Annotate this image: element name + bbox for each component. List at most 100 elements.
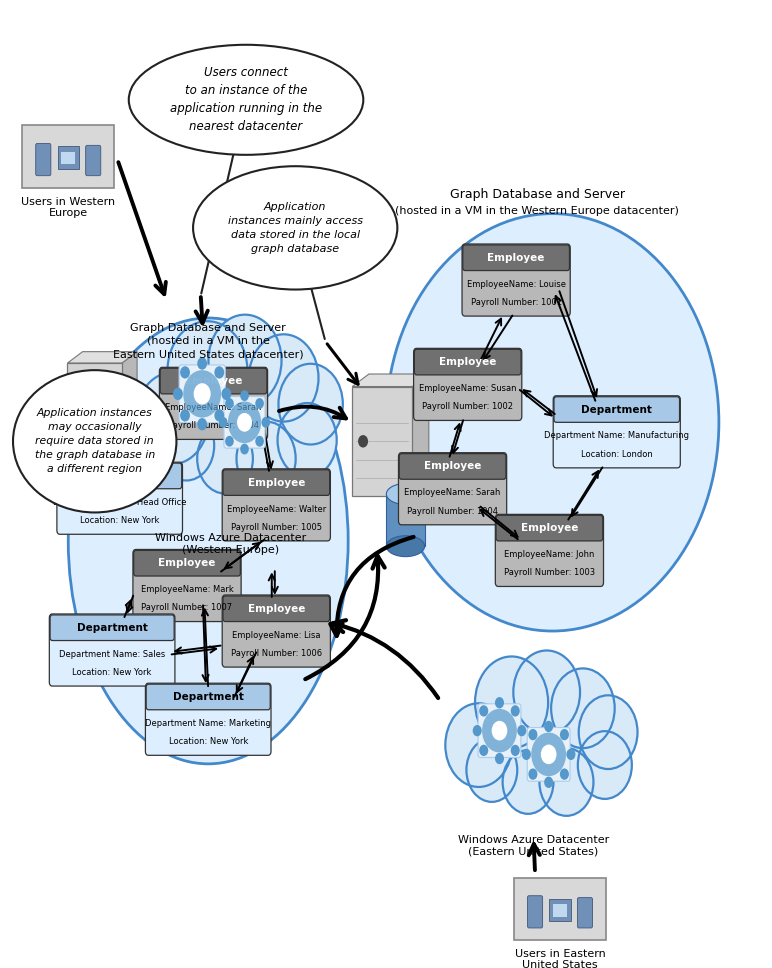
Circle shape [511, 706, 520, 716]
FancyBboxPatch shape [462, 244, 571, 317]
Text: Payroll Number: 1005: Payroll Number: 1005 [231, 523, 322, 531]
Circle shape [492, 721, 507, 741]
Ellipse shape [452, 685, 616, 795]
Circle shape [225, 436, 234, 446]
Text: Payroll Number: 1006: Payroll Number: 1006 [231, 649, 322, 658]
Ellipse shape [68, 318, 348, 764]
Text: Application
instances mainly access
data stored in the local
graph database: Application instances mainly access data… [228, 202, 363, 254]
Text: Payroll Number: 1004: Payroll Number: 1004 [168, 421, 259, 431]
Circle shape [256, 398, 264, 408]
Circle shape [531, 733, 566, 776]
Ellipse shape [143, 353, 319, 472]
FancyBboxPatch shape [62, 152, 75, 165]
Circle shape [73, 408, 82, 418]
Text: EmployeeName: Sarah: EmployeeName: Sarah [405, 489, 501, 498]
Text: Payroll Number: 1002: Payroll Number: 1002 [422, 403, 513, 411]
FancyBboxPatch shape [462, 245, 570, 271]
Text: Application instances
may occasionally
require data stored in
the graph database: Application instances may occasionally r… [35, 408, 155, 474]
Circle shape [228, 402, 261, 443]
Text: Employee: Employee [248, 604, 305, 614]
FancyBboxPatch shape [146, 684, 270, 710]
FancyBboxPatch shape [414, 348, 522, 420]
Text: Graph Database and Server: Graph Database and Server [450, 189, 625, 201]
Circle shape [567, 748, 575, 760]
FancyBboxPatch shape [223, 469, 330, 496]
Text: Users connect
to an instance of the
application running in the
nearest datacente: Users connect to an instance of the appl… [170, 66, 322, 134]
Text: Department: Department [173, 692, 244, 702]
FancyBboxPatch shape [514, 878, 606, 940]
Circle shape [528, 769, 537, 780]
Ellipse shape [386, 214, 719, 631]
Circle shape [183, 370, 221, 417]
FancyBboxPatch shape [179, 365, 225, 423]
Text: Users in Western
Europe: Users in Western Europe [21, 197, 115, 218]
FancyBboxPatch shape [554, 904, 567, 917]
FancyBboxPatch shape [57, 462, 182, 534]
Circle shape [544, 721, 554, 732]
Circle shape [358, 435, 368, 447]
FancyBboxPatch shape [496, 514, 604, 587]
Text: Employee: Employee [248, 477, 305, 488]
Text: Windows Azure Datacenter
(Western Europe): Windows Azure Datacenter (Western Europe… [155, 533, 306, 555]
FancyBboxPatch shape [496, 515, 603, 541]
FancyBboxPatch shape [478, 704, 521, 758]
Circle shape [262, 417, 270, 428]
Polygon shape [99, 461, 134, 508]
Text: EmployeeName: Mark: EmployeeName: Mark [141, 586, 233, 594]
Circle shape [197, 357, 207, 370]
FancyBboxPatch shape [160, 368, 267, 394]
Circle shape [237, 413, 252, 432]
FancyBboxPatch shape [222, 469, 330, 541]
Circle shape [240, 390, 249, 401]
Text: Employee: Employee [424, 462, 481, 471]
Polygon shape [122, 351, 137, 463]
Text: Department: Department [84, 471, 155, 481]
Text: Employee: Employee [439, 357, 496, 367]
Circle shape [513, 650, 580, 734]
Circle shape [540, 748, 594, 816]
Ellipse shape [99, 499, 134, 518]
FancyBboxPatch shape [554, 397, 679, 422]
Circle shape [197, 424, 253, 494]
Circle shape [511, 744, 520, 756]
Circle shape [560, 769, 569, 780]
Circle shape [194, 383, 211, 405]
Circle shape [219, 417, 228, 428]
Ellipse shape [99, 451, 134, 470]
FancyBboxPatch shape [49, 614, 175, 686]
Text: Employee: Employee [487, 253, 545, 262]
Circle shape [472, 725, 482, 737]
Text: Windows Azure Datacenter
(Eastern United States): Windows Azure Datacenter (Eastern United… [458, 835, 609, 857]
Circle shape [517, 725, 527, 737]
Text: Employee: Employee [521, 523, 578, 533]
Circle shape [560, 729, 569, 741]
Circle shape [278, 403, 337, 477]
Circle shape [168, 321, 248, 422]
Circle shape [180, 366, 190, 378]
Circle shape [541, 744, 557, 764]
Text: Location: New York: Location: New York [80, 516, 159, 526]
FancyBboxPatch shape [86, 145, 101, 176]
FancyBboxPatch shape [223, 596, 330, 621]
Text: Payroll Number: 1003: Payroll Number: 1003 [504, 568, 595, 577]
FancyBboxPatch shape [133, 550, 241, 621]
Text: Location: New York: Location: New York [73, 668, 152, 677]
FancyBboxPatch shape [36, 143, 51, 176]
FancyBboxPatch shape [58, 146, 79, 169]
FancyBboxPatch shape [399, 454, 506, 479]
FancyBboxPatch shape [527, 728, 570, 781]
Text: EmployeeName: John: EmployeeName: John [504, 550, 594, 560]
Circle shape [136, 373, 208, 464]
FancyBboxPatch shape [224, 397, 265, 448]
Circle shape [180, 409, 190, 421]
Text: Payroll Number: 1007: Payroll Number: 1007 [141, 603, 232, 613]
Circle shape [215, 366, 224, 378]
Text: Employee: Employee [158, 559, 215, 568]
Text: Department: Department [76, 622, 147, 633]
Text: Department Name: Head Office: Department Name: Head Office [53, 498, 187, 507]
Circle shape [528, 729, 537, 741]
Circle shape [222, 388, 232, 400]
FancyBboxPatch shape [527, 895, 543, 928]
Ellipse shape [129, 45, 364, 155]
Circle shape [475, 656, 548, 748]
